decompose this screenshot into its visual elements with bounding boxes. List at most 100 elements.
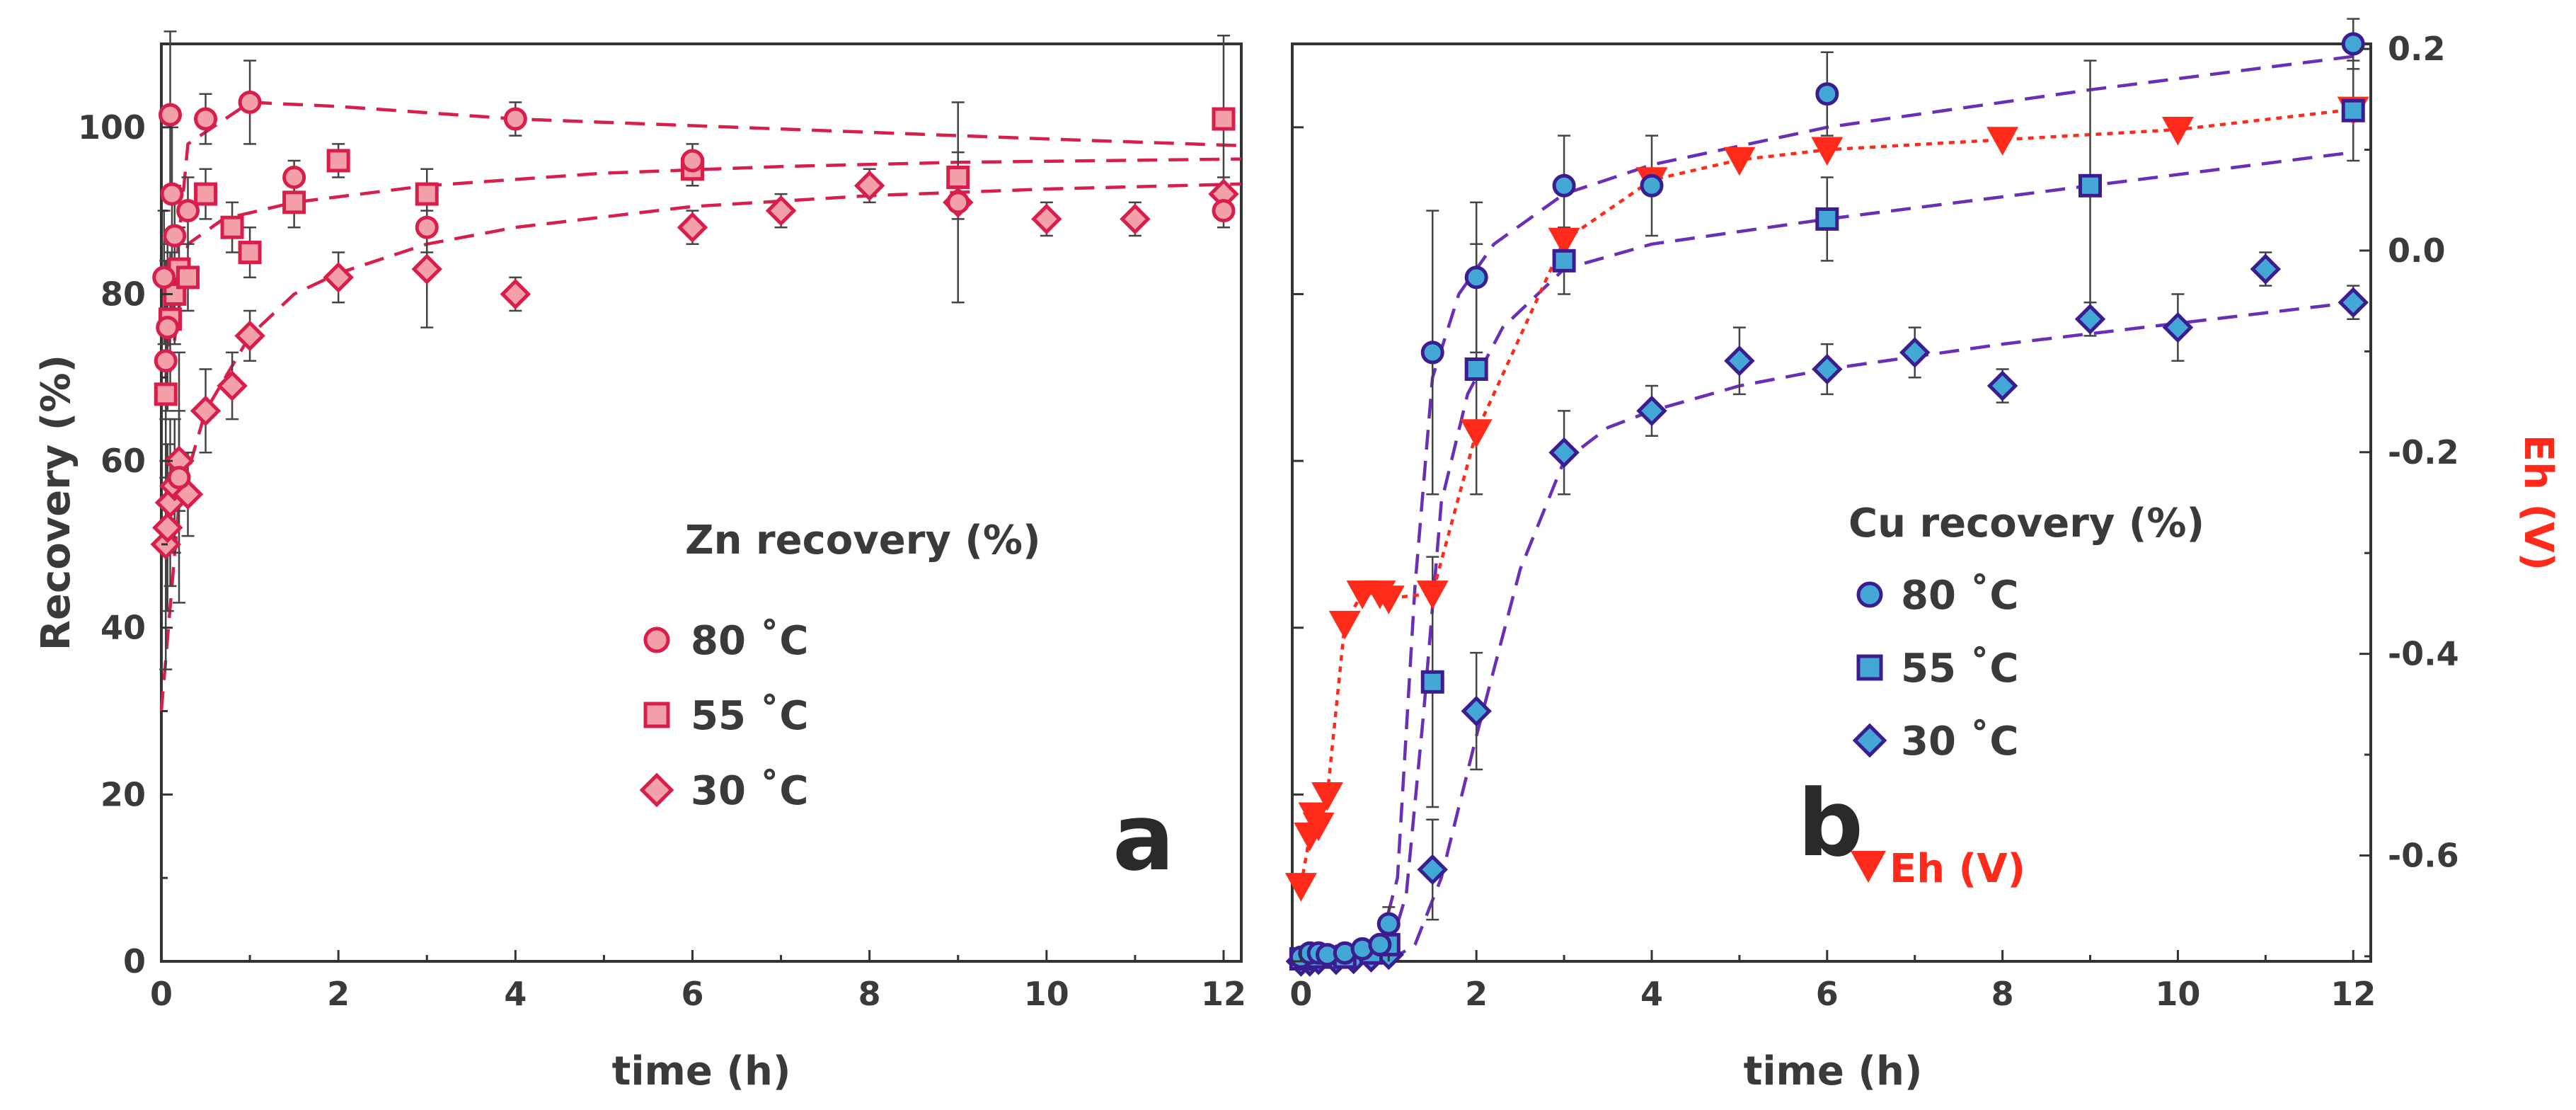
panel-a-legend-title: Zn recovery (%): [685, 517, 1041, 563]
legend-marker-80c: [1856, 581, 1883, 608]
x-tick-label: 12: [2330, 975, 2376, 1013]
cu-point-30c: [2162, 311, 2194, 343]
zn-point-80c: [163, 224, 187, 248]
zn-point-30c: [217, 370, 248, 401]
panel-b: 0 2 4 6 8 10 12 0.2 0.0 -0.2 -0.4 -0.6 time (h) Eh…: [1284, 18, 2561, 1094]
zn-point-30c: [190, 395, 222, 427]
eh-point: [1811, 137, 1844, 166]
panel-b-label: b: [1798, 769, 1863, 877]
zn-point-80c: [156, 316, 180, 340]
eh-tick-label: 0.0: [2388, 231, 2446, 270]
cu-point-30c: [2074, 304, 2106, 335]
zn-point-55c: [326, 149, 350, 173]
cu-fit-line-55c: [1387, 150, 2354, 954]
panel-a-frame: [160, 42, 1243, 963]
zn-point-30c: [500, 278, 531, 310]
zn-point-80c: [152, 265, 176, 290]
x-tick-label: 6: [681, 975, 703, 1013]
eh-point: [1460, 419, 1493, 448]
eh-point: [1311, 782, 1344, 811]
y-tick-label: 60: [100, 442, 146, 480]
zn-point-30c: [323, 262, 354, 293]
cu-point-30c: [1417, 854, 1448, 886]
legend-marker-30c: [639, 772, 674, 808]
zn-point-30c: [152, 512, 183, 544]
zn-point-80c: [503, 107, 527, 131]
legend-label-80c: 80 ˚C: [1901, 573, 2019, 619]
panel-a-label: a: [1112, 784, 1175, 891]
panel-a-x-axis-title: time (h): [612, 1048, 791, 1094]
zn-point-30c: [172, 479, 204, 510]
legend-label-55c: 55 ˚C: [691, 693, 809, 739]
y-tick-label: 80: [100, 275, 146, 313]
x-tick-label: 0: [1289, 975, 1312, 1013]
zn-point-55c: [220, 215, 244, 239]
panel-a-x-ticks: 0 2 4 6 8 10 12: [150, 950, 1246, 1013]
panel-b-x-ticks: 0 2 4 6 8 10 12: [1289, 950, 2376, 1013]
x-tick-label: 4: [1640, 975, 1663, 1013]
eh-tick-label: 0.2: [2388, 30, 2446, 68]
cu-point-80c: [2341, 32, 2365, 56]
panel-b-legend-title: Cu recovery (%): [1848, 500, 2204, 547]
cu-point-80c: [1376, 912, 1401, 936]
x-tick-label: 12: [1201, 975, 1246, 1013]
legend-label-eh: Eh (V): [1890, 846, 2025, 892]
zn-point-80c: [946, 190, 970, 214]
cu-point-55c: [1420, 670, 1444, 694]
panel-b-y-ticks: [1292, 126, 1304, 963]
panel-b-points: [1284, 18, 2369, 977]
panel-a-points: [150, 30, 1239, 670]
eh-point: [1416, 580, 1449, 610]
panel-a-legend: 80 ˚C 55 ˚C 30 ˚C: [639, 618, 809, 814]
zn-point-30c: [853, 170, 885, 202]
zn-fit-line-80c: [164, 101, 1242, 378]
legend-label-30c: 30 ˚C: [1901, 719, 2019, 765]
zn-point-80c: [194, 107, 218, 131]
zn-point-55c: [194, 182, 218, 206]
legend-marker-55c: [1856, 654, 1883, 681]
panel-b-x-axis-title: time (h): [1744, 1048, 1923, 1094]
cu-point-80c: [1420, 341, 1444, 365]
x-tick-label: 4: [504, 975, 527, 1013]
eh-point: [2161, 117, 2194, 146]
y-tick-label: 0: [123, 942, 146, 980]
zn-point-80c: [238, 90, 262, 114]
eh-tick-label: -0.2: [2388, 433, 2459, 471]
zn-point-80c: [282, 166, 306, 190]
zn-point-55c: [415, 182, 439, 206]
zn-fit-line-30c: [159, 182, 1242, 711]
eh-point: [1284, 873, 1317, 902]
zn-point-80c: [1212, 199, 1236, 223]
legend-marker-eh: [1851, 851, 1886, 883]
zn-point-80c: [680, 149, 704, 173]
x-tick-label: 0: [150, 975, 173, 1013]
cu-fit-line-80c: [1378, 55, 2354, 945]
panel-a: 0 2 4 6 8 10 12 0 20 40 60 80 100 time (h) Recovery…: [33, 30, 1246, 1094]
y-tick-label: 100: [78, 108, 146, 147]
zn-point-30c: [1120, 203, 1151, 235]
eh-point: [1548, 227, 1580, 257]
panel-a-y-axis-title: Recovery (%): [33, 355, 79, 651]
zn-point-55c: [176, 265, 200, 290]
y-tick-label: 40: [100, 609, 146, 647]
eh-point: [1723, 147, 1756, 176]
zn-point-80c: [159, 103, 183, 127]
panel-b-frame: [1291, 42, 2372, 963]
panel-b-legend: 80 ˚C 55 ˚C 30 ˚C Eh (V): [1851, 573, 2025, 892]
eh-point: [1328, 610, 1361, 640]
x-tick-label: 10: [2155, 975, 2200, 1013]
eh-point: [1986, 127, 2019, 156]
zn-point-80c: [154, 349, 178, 373]
cu-point-55c: [2078, 173, 2103, 198]
zn-point-55c: [1212, 107, 1236, 131]
panel-b-eh-axis-ticks: 0.2 0.0 -0.2 -0.4 -0.6: [2359, 30, 2459, 958]
cu-point-80c: [1815, 82, 1839, 106]
cu-point-30c: [1986, 370, 2018, 401]
cu-point-80c: [1640, 173, 1664, 198]
zn-point-30c: [1031, 203, 1062, 235]
legend-marker-80c: [643, 626, 670, 653]
legend-marker-30c: [1852, 723, 1887, 758]
zn-point-80c: [176, 199, 200, 223]
x-tick-label: 10: [1024, 975, 1069, 1013]
